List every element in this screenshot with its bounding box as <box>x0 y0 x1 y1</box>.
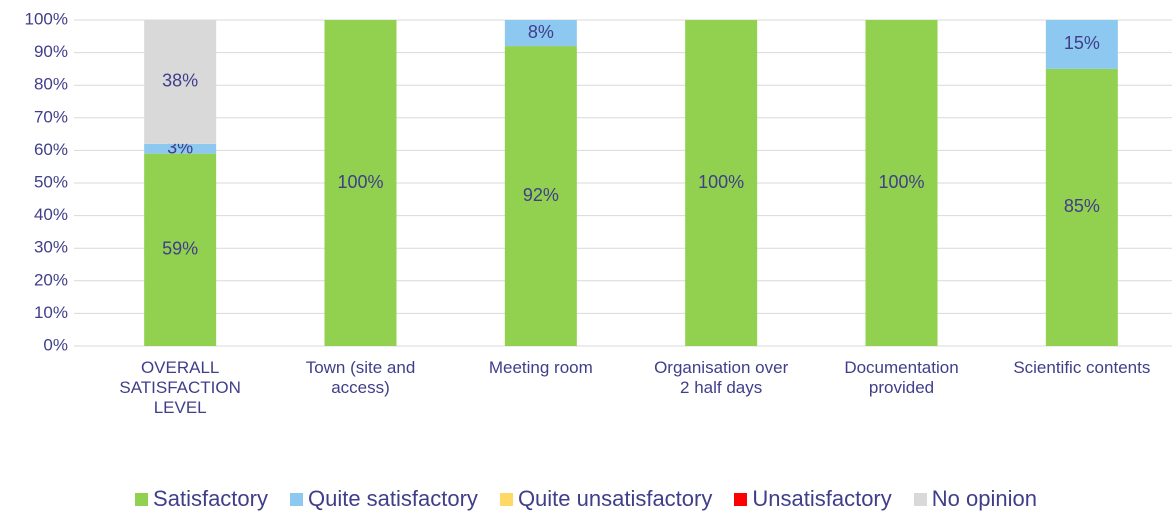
legend-swatch <box>289 492 303 506</box>
y-tick-label: 10% <box>34 303 68 322</box>
legend-item: Quite satisfactory <box>289 486 478 512</box>
x-tick-label: Scientific contents <box>1013 358 1151 377</box>
y-tick-label: 60% <box>34 140 68 159</box>
legend-label: Quite satisfactory <box>307 486 478 511</box>
y-tick-label: 90% <box>34 42 68 61</box>
bar-segment <box>1045 68 1118 347</box>
legend-swatch <box>135 492 149 506</box>
data-label: 15% <box>1064 33 1100 53</box>
y-tick-label: 70% <box>34 107 68 126</box>
bar-segment <box>504 20 577 47</box>
legend-item: Satisfactory <box>135 486 268 512</box>
legend-swatch <box>913 492 927 506</box>
data-label: 85% <box>1064 196 1100 216</box>
legend-label: No opinion <box>931 486 1037 511</box>
x-tick-label: Town (site and access) <box>305 358 416 397</box>
legend-item: No opinion <box>913 486 1037 512</box>
legend-swatch <box>499 492 513 506</box>
y-tick-label: 0% <box>43 335 68 354</box>
legend-item: Unsatisfactory <box>734 486 892 512</box>
bar-segment <box>144 20 217 144</box>
bar-segment <box>504 46 577 347</box>
bar-segment <box>144 143 217 154</box>
x-tick-label: OVERALL SATISFACTION LEVEL <box>119 358 241 417</box>
data-label: 92% <box>523 185 559 205</box>
bar-segment <box>324 20 397 346</box>
y-tick-label: 100% <box>25 9 68 28</box>
x-tick-label: Meeting room <box>488 358 593 377</box>
data-label: 100% <box>337 172 383 192</box>
data-label: 8% <box>528 22 554 42</box>
x-tick-label: Organisation over 2 half days <box>654 358 789 397</box>
legend-label: Satisfactory <box>153 486 268 511</box>
legend-swatch <box>734 492 748 506</box>
bar-segment <box>144 153 217 346</box>
data-label: 38% <box>162 71 198 91</box>
y-tick-label: 30% <box>34 238 68 257</box>
y-tick-label: 50% <box>34 172 68 191</box>
legend: Satisfactory Quite satisfactory Quite unsa… <box>0 486 1172 512</box>
legend-label: Quite unsatisfactory <box>517 486 713 511</box>
data-label: 59% <box>162 239 198 259</box>
bar-segment <box>1045 20 1118 69</box>
legend-item: Quite unsatisfactory <box>499 486 713 512</box>
y-tick-label: 80% <box>34 75 68 94</box>
data-label: 100% <box>878 172 924 192</box>
bar-segment <box>865 20 938 346</box>
y-tick-label: 20% <box>34 270 68 289</box>
y-tick-label: 40% <box>34 205 68 224</box>
data-label: 100% <box>698 172 744 192</box>
bar-segment <box>685 20 758 346</box>
legend-label: Unsatisfactory <box>752 486 892 511</box>
x-tick-label: Documentation provided <box>844 358 959 397</box>
